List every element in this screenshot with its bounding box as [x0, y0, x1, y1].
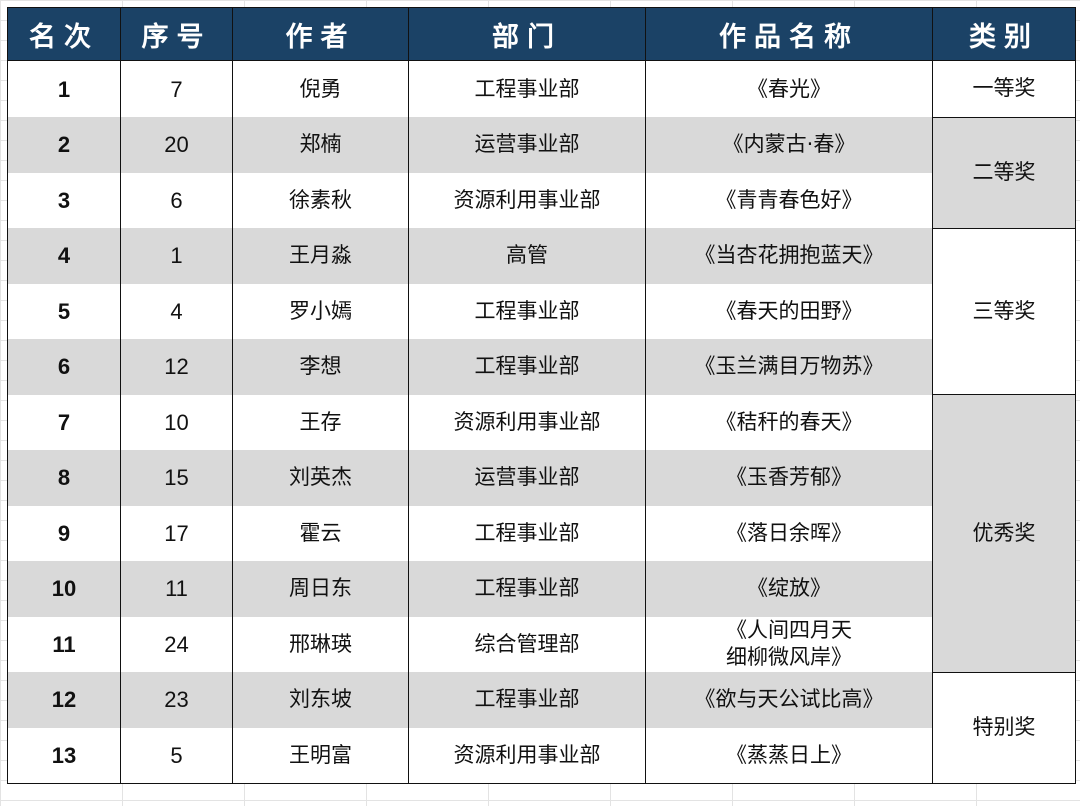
- table-row: 13 5 王明富 资源利用事业部 《蒸蒸日上》: [7, 727, 1076, 784]
- category-cell: 特别奖: [932, 672, 1076, 784]
- author-cell: 邢琳瑛: [232, 616, 409, 672]
- department-cell: 资源利用事业部: [408, 394, 646, 450]
- department-cell: 资源利用事业部: [408, 172, 646, 228]
- rank-cell: 6: [7, 339, 121, 395]
- category-cell: 三等奖: [932, 228, 1076, 395]
- department-cell: 高管: [408, 228, 646, 284]
- author-cell: 郑楠: [232, 117, 409, 173]
- rank-cell: 4: [7, 228, 121, 284]
- table-row: 9 17 霍云 工程事业部 《落日余晖》: [7, 505, 1076, 561]
- author-cell: 李想: [232, 339, 409, 395]
- table-row: 7 10 王存 资源利用事业部 《秸秆的春天》 优秀奖: [7, 394, 1076, 673]
- department-cell: 工程事业部: [408, 60, 646, 117]
- header-category: 类别: [932, 7, 1076, 61]
- table-row: 4 1 王月淼 高管 《当杏花拥抱蓝天》 三等奖: [7, 228, 1076, 395]
- rank-cell: 1: [7, 60, 121, 117]
- department-cell: 工程事业部: [408, 339, 646, 395]
- work-title-cell: 《玉兰满目万物苏》: [645, 339, 933, 395]
- author-cell: 倪勇: [232, 60, 409, 117]
- author-cell: 王月淼: [232, 228, 409, 284]
- number-cell: 15: [120, 450, 233, 506]
- header-work-title: 作品名称: [645, 7, 933, 61]
- table-row: 3 6 徐素秋 资源利用事业部 《青青春色好》: [7, 172, 1076, 228]
- work-title-cell: 《落日余晖》: [645, 505, 933, 561]
- author-cell: 刘英杰: [232, 450, 409, 506]
- department-cell: 工程事业部: [408, 505, 646, 561]
- department-cell: 工程事业部: [408, 283, 646, 339]
- work-title-cell: 《玉香芳郁》: [645, 450, 933, 506]
- rank-cell: 10: [7, 561, 121, 617]
- number-cell: 5: [120, 727, 233, 784]
- author-cell: 罗小嫣: [232, 283, 409, 339]
- number-cell: 17: [120, 505, 233, 561]
- work-title-cell: 《秸秆的春天》: [645, 394, 933, 450]
- rank-cell: 9: [7, 505, 121, 561]
- department-cell: 运营事业部: [408, 117, 646, 173]
- work-title-cell: 《青青春色好》: [645, 172, 933, 228]
- rank-cell: 12: [7, 672, 121, 728]
- category-cell: 一等奖: [932, 60, 1076, 118]
- header-author: 作者: [232, 7, 409, 61]
- rank-cell: 11: [7, 616, 121, 672]
- table-row: 1 7 倪勇 工程事业部 《春光》 一等奖: [7, 60, 1076, 118]
- header-department: 部门: [408, 7, 646, 61]
- table-row: 6 12 李想 工程事业部 《玉兰满目万物苏》: [7, 339, 1076, 395]
- category-cell: 二等奖: [932, 117, 1076, 229]
- rank-cell: 5: [7, 283, 121, 339]
- table-row: 8 15 刘英杰 运营事业部 《玉香芳郁》: [7, 450, 1076, 506]
- table-row: 11 24 邢琳瑛 综合管理部 《人间四月天 细柳微风岸》: [7, 616, 1076, 672]
- table-row: 10 11 周日东 工程事业部 《绽放》: [7, 561, 1076, 617]
- table-row: 12 23 刘东坡 工程事业部 《欲与天公试比高》 特别奖: [7, 672, 1076, 784]
- number-cell: 12: [120, 339, 233, 395]
- number-cell: 23: [120, 672, 233, 728]
- number-cell: 24: [120, 616, 233, 672]
- header-rank: 名次: [7, 7, 121, 61]
- header-row: 名次 序号 作者 部门 作品名称 类别: [7, 7, 1076, 61]
- work-title-cell: 《春光》: [645, 60, 933, 117]
- rank-cell: 3: [7, 172, 121, 228]
- department-cell: 综合管理部: [408, 616, 646, 672]
- work-title-cell: 《人间四月天 细柳微风岸》: [645, 616, 933, 672]
- number-cell: 1: [120, 228, 233, 284]
- rank-cell: 7: [7, 394, 121, 450]
- work-title-cell: 《当杏花拥抱蓝天》: [645, 228, 933, 284]
- number-cell: 4: [120, 283, 233, 339]
- department-cell: 资源利用事业部: [408, 727, 646, 784]
- author-cell: 周日东: [232, 561, 409, 617]
- number-cell: 7: [120, 60, 233, 117]
- author-cell: 王明富: [232, 727, 409, 784]
- category-cell: 优秀奖: [932, 394, 1076, 673]
- work-title-cell: 《蒸蒸日上》: [645, 727, 933, 784]
- rank-cell: 8: [7, 450, 121, 506]
- work-title-cell: 《内蒙古·春》: [645, 117, 933, 173]
- header-number: 序号: [120, 7, 233, 61]
- table-row: 5 4 罗小嫣 工程事业部 《春天的田野》: [7, 283, 1076, 339]
- rank-cell: 2: [7, 117, 121, 173]
- table-row: 2 20 郑楠 运营事业部 《内蒙古·春》 二等奖: [7, 117, 1076, 229]
- author-cell: 王存: [232, 394, 409, 450]
- number-cell: 10: [120, 394, 233, 450]
- author-cell: 徐素秋: [232, 172, 409, 228]
- number-cell: 11: [120, 561, 233, 617]
- work-title-cell: 《欲与天公试比高》: [645, 672, 933, 728]
- department-cell: 运营事业部: [408, 450, 646, 506]
- number-cell: 20: [120, 117, 233, 173]
- department-cell: 工程事业部: [408, 672, 646, 728]
- award-table: 名次 序号 作者 部门 作品名称 类别 1 7 倪勇 工程事业部 《春光》 一等奖 2 20 郑…: [7, 7, 1076, 784]
- author-cell: 刘东坡: [232, 672, 409, 728]
- rank-cell: 13: [7, 727, 121, 784]
- author-cell: 霍云: [232, 505, 409, 561]
- number-cell: 6: [120, 172, 233, 228]
- work-title-cell: 《春天的田野》: [645, 283, 933, 339]
- department-cell: 工程事业部: [408, 561, 646, 617]
- work-title-cell: 《绽放》: [645, 561, 933, 617]
